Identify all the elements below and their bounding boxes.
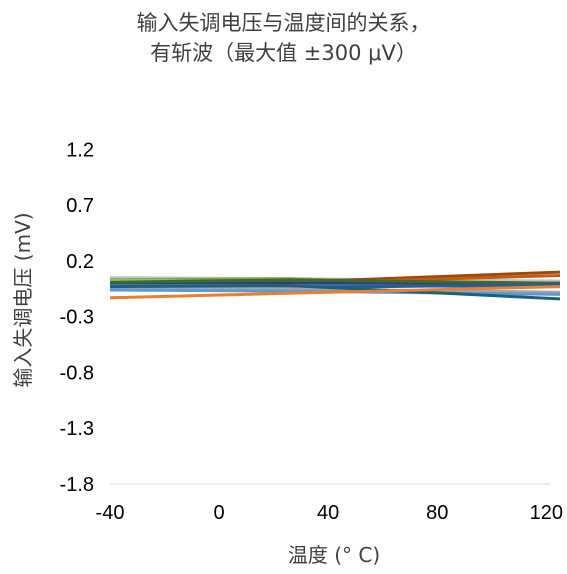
series-line xyxy=(109,278,561,285)
y-tick-label: -1.3 xyxy=(60,418,94,440)
series-lines xyxy=(109,270,561,301)
chart-title-line-2: 有斩波（最大值 ±300 μV） xyxy=(150,41,417,65)
y-tick-label: 0.7 xyxy=(66,195,94,217)
y-tick-label: -1.8 xyxy=(60,474,94,496)
series-line xyxy=(109,285,561,300)
x-tick-label: -40 xyxy=(96,502,125,524)
y-tick-label: -0.8 xyxy=(60,362,94,384)
y-tick-label: 0.2 xyxy=(66,251,94,273)
chart-title: 输入失调电压与温度间的关系， 有斩波（最大值 ±300 μV） xyxy=(0,8,567,68)
y-tick-labels: 1.2 0.7 0.2 -0.3 -0.8 -1.3 -1.8 xyxy=(60,139,94,496)
series-line xyxy=(109,286,561,294)
x-tick-label: 40 xyxy=(317,502,339,524)
y-tick-label: 1.2 xyxy=(66,139,94,161)
x-tick-label: 0 xyxy=(214,502,225,524)
x-tick-label: 120 xyxy=(530,502,563,524)
series-line xyxy=(109,284,561,301)
y-tick-label: -0.3 xyxy=(60,307,94,329)
chart-title-line-1: 输入失调电压与温度间的关系， xyxy=(136,11,431,35)
x-tick-labels: -40 0 40 80 120 xyxy=(96,502,564,524)
x-axis-label: 温度 (° C) xyxy=(288,543,380,567)
x-tick-label: 80 xyxy=(426,502,448,524)
y-axis-label: 输入失调电压 (mV) xyxy=(11,212,35,387)
